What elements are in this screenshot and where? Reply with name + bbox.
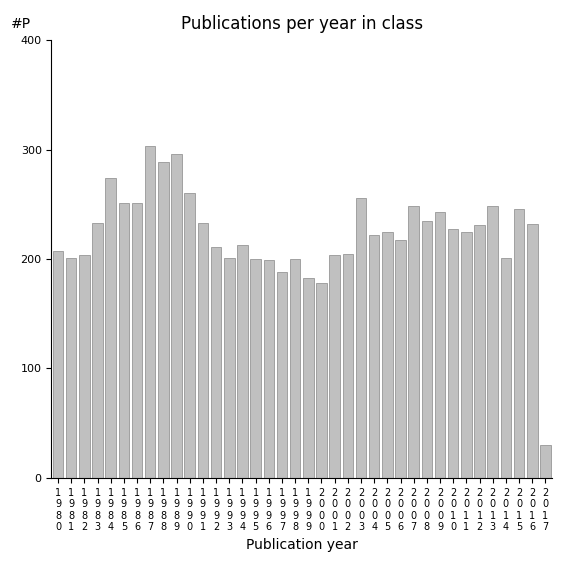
Bar xyxy=(316,283,327,478)
Bar xyxy=(66,258,77,478)
Bar xyxy=(237,245,248,478)
Bar xyxy=(277,272,287,478)
Bar xyxy=(395,240,406,478)
Bar xyxy=(184,193,195,478)
Bar xyxy=(329,255,340,478)
Bar xyxy=(435,212,445,478)
Bar xyxy=(488,206,498,478)
Bar xyxy=(474,225,485,478)
Bar xyxy=(158,162,168,478)
Bar xyxy=(514,209,524,478)
Bar xyxy=(145,146,155,478)
Bar xyxy=(356,198,366,478)
Y-axis label: #P: #P xyxy=(11,18,31,31)
Title: Publications per year in class: Publications per year in class xyxy=(181,15,423,33)
Bar xyxy=(342,253,353,478)
Bar xyxy=(540,445,551,478)
Bar xyxy=(461,232,472,478)
Bar xyxy=(303,278,314,478)
Bar xyxy=(171,154,182,478)
Bar xyxy=(119,203,129,478)
Bar xyxy=(53,251,64,478)
Bar xyxy=(264,260,274,478)
Bar xyxy=(501,258,511,478)
Bar xyxy=(448,230,459,478)
Bar xyxy=(211,247,221,478)
Bar xyxy=(251,259,261,478)
Bar xyxy=(408,206,419,478)
Bar xyxy=(382,232,392,478)
Bar xyxy=(422,221,432,478)
Bar xyxy=(105,178,116,478)
Bar xyxy=(527,224,538,478)
Bar xyxy=(198,223,208,478)
Bar xyxy=(79,255,90,478)
X-axis label: Publication year: Publication year xyxy=(246,538,358,552)
Bar xyxy=(290,259,301,478)
Bar xyxy=(132,203,142,478)
Bar xyxy=(92,223,103,478)
Bar xyxy=(224,258,235,478)
Bar xyxy=(369,235,379,478)
